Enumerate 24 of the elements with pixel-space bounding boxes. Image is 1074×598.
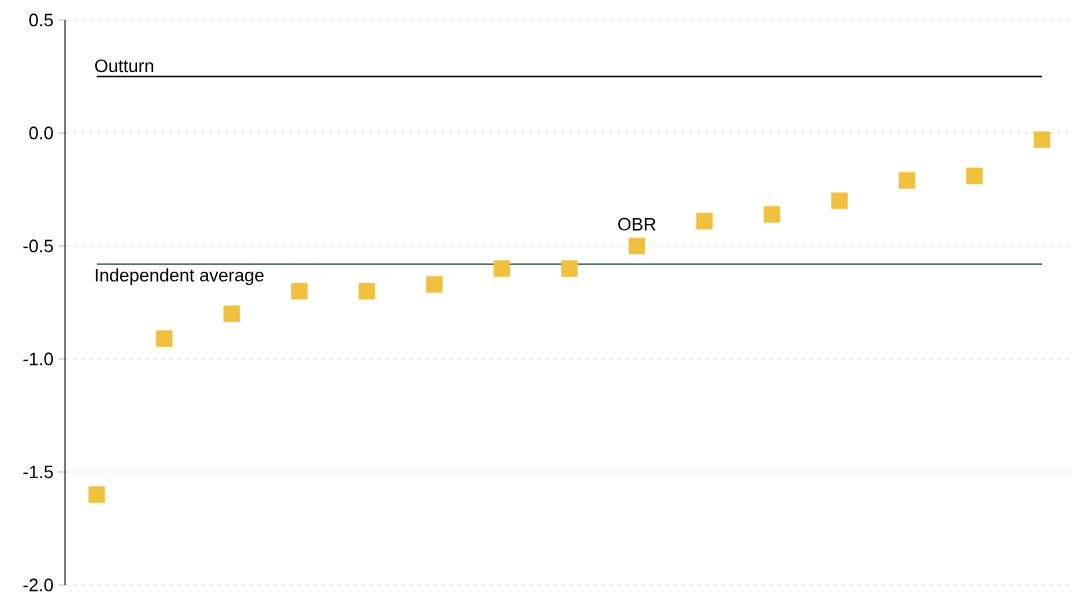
ref-line-label: Outturn [95, 59, 154, 73]
point [291, 282, 308, 300]
y-tick-label: 0.5 [29, 13, 53, 27]
point [155, 330, 173, 347]
point [763, 206, 781, 223]
point [358, 282, 376, 300]
y-tick-label: -1.5 [23, 465, 53, 479]
point [831, 192, 848, 210]
point [493, 260, 511, 277]
y-tick-label: -0.5 [23, 239, 53, 253]
point [561, 260, 578, 277]
point [966, 167, 983, 185]
point [898, 172, 916, 189]
point [88, 486, 106, 503]
point [223, 305, 241, 323]
point [696, 212, 713, 230]
point [1033, 131, 1051, 149]
y-tick-label: -1.0 [23, 352, 53, 366]
ref-line-label: Independent average [95, 268, 264, 286]
annotation: OBR [618, 217, 656, 231]
y-tick-label: 0.0 [29, 126, 53, 140]
point [628, 237, 646, 255]
y-tick-label: -2.0 [23, 578, 53, 592]
point [426, 276, 443, 293]
